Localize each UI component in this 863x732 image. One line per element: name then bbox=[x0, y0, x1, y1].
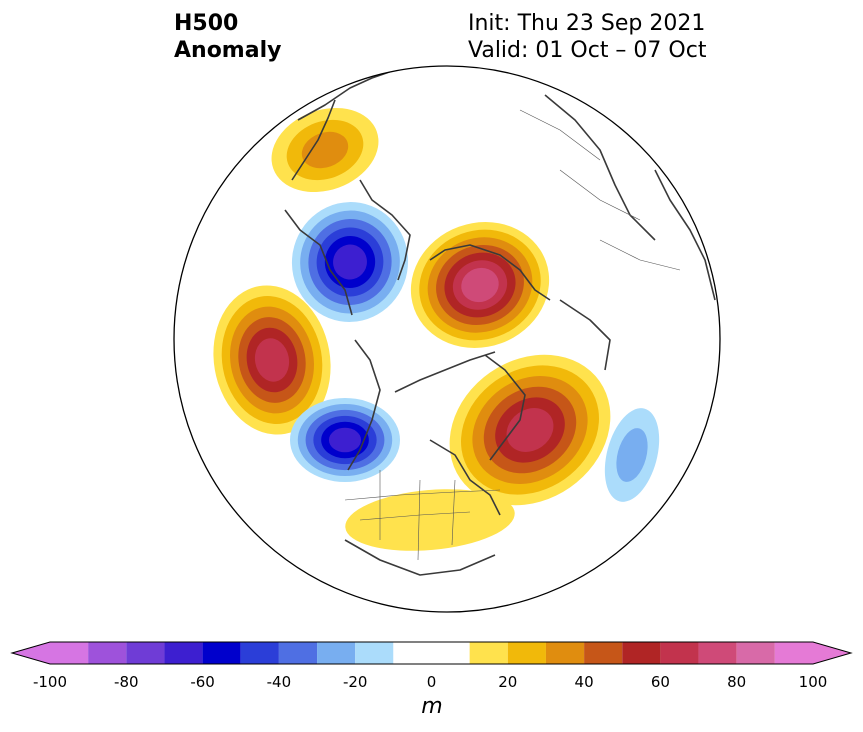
colorbar-cell bbox=[736, 642, 775, 664]
colorbar-tick-label: 100 bbox=[798, 673, 828, 691]
colorbar-cell bbox=[660, 642, 699, 664]
colorbar-cell bbox=[317, 642, 356, 664]
coastline-segment bbox=[484, 354, 526, 461]
border-line bbox=[451, 479, 456, 546]
valid-label: Valid: 01 Oct – 07 Oct bbox=[468, 38, 707, 63]
colorbar-cell bbox=[584, 642, 623, 664]
colorbar-extend-max bbox=[813, 642, 851, 664]
anomaly-contour bbox=[616, 428, 648, 482]
colorbar-tick-label: 60 bbox=[650, 673, 670, 691]
coastline-segment bbox=[344, 539, 496, 576]
colorbar-cell bbox=[698, 642, 737, 664]
init-label: Init: Thu 23 Sep 2021 bbox=[468, 11, 706, 36]
map-boundary bbox=[173, 65, 721, 613]
colorbar-outline bbox=[10, 641, 853, 665]
coastline-segment bbox=[347, 339, 381, 471]
coastline-segment bbox=[291, 99, 336, 181]
hudson-bay-trough-anomaly bbox=[290, 398, 400, 482]
colorbar-cell bbox=[240, 642, 279, 664]
kind-label: Anomaly bbox=[174, 38, 282, 63]
coastline-segment bbox=[394, 351, 496, 393]
border-line bbox=[344, 489, 501, 501]
anomaly-contour bbox=[254, 338, 290, 382]
north-atlantic-ridge-anomaly bbox=[449, 354, 611, 506]
border-line bbox=[559, 169, 641, 221]
coastline-segment bbox=[559, 299, 611, 371]
colorbar-tick-label: -60 bbox=[190, 673, 215, 691]
colorbar-cell bbox=[50, 642, 89, 664]
colorbar-cell bbox=[393, 642, 470, 664]
border-line bbox=[417, 479, 421, 561]
map-title: H500 Anomaly bbox=[174, 10, 281, 64]
anomaly-contour bbox=[506, 408, 554, 452]
colorbar-cell bbox=[88, 642, 127, 664]
variable-label: H500 bbox=[174, 11, 239, 36]
colorbar-tick-label: 40 bbox=[574, 673, 594, 691]
coastline-segment bbox=[429, 244, 551, 301]
central-us-ridge-anomaly bbox=[345, 489, 515, 551]
colorbar-cell bbox=[507, 642, 546, 664]
map-subtitle: Init: Thu 23 Sep 2021 Valid: 01 Oct – 07… bbox=[468, 10, 706, 64]
anomaly-contour bbox=[328, 427, 362, 453]
colorbar-tick-label: 0 bbox=[426, 673, 437, 691]
coastline-segment bbox=[654, 169, 716, 301]
central-atlantic-trough-anomaly bbox=[604, 408, 660, 502]
colorbar-cell bbox=[355, 642, 394, 664]
colorbar-cell bbox=[164, 642, 203, 664]
colorbar-tick-label: -80 bbox=[114, 673, 139, 691]
borders bbox=[344, 109, 681, 561]
coastline-segment bbox=[544, 94, 656, 241]
anomaly-contour bbox=[461, 267, 499, 303]
colorbar-cell bbox=[469, 642, 508, 664]
colorbar-tick-label: -100 bbox=[32, 673, 68, 691]
colorbar-cell bbox=[278, 642, 318, 664]
coastline-segment bbox=[284, 209, 353, 316]
colorbar bbox=[10, 641, 853, 665]
coastlines bbox=[284, 69, 716, 576]
anomaly-field bbox=[213, 69, 716, 576]
eastern-russia-trough-anomaly bbox=[291, 202, 409, 322]
colorbar-cell bbox=[622, 642, 661, 664]
border-line bbox=[519, 109, 601, 161]
colorbar-tick-label: 80 bbox=[727, 673, 747, 691]
colorbar-cell bbox=[202, 642, 241, 664]
colorbar-tick-label: 20 bbox=[498, 673, 518, 691]
colorbar-unit: m bbox=[421, 694, 443, 719]
colorbar-extend-min bbox=[12, 642, 50, 664]
border-line bbox=[599, 239, 681, 271]
polar-map bbox=[173, 65, 721, 613]
central-siberia-ridge-anomaly bbox=[410, 222, 550, 348]
colorbar-cell bbox=[545, 642, 585, 664]
colorbar-tick-label: -20 bbox=[342, 673, 368, 691]
colorbar-tick-label: -40 bbox=[266, 673, 292, 691]
coastline-segment bbox=[359, 179, 411, 281]
anomaly-contour bbox=[333, 244, 367, 280]
gulf-of-alaska-ridge-anomaly bbox=[213, 285, 331, 435]
coastline-segment bbox=[297, 69, 396, 121]
colorbar-cell bbox=[774, 642, 813, 664]
coastline-segment bbox=[429, 439, 501, 516]
anomaly-contour bbox=[301, 131, 349, 169]
colorbar-cell bbox=[126, 642, 165, 664]
anomaly-contour bbox=[345, 489, 515, 551]
